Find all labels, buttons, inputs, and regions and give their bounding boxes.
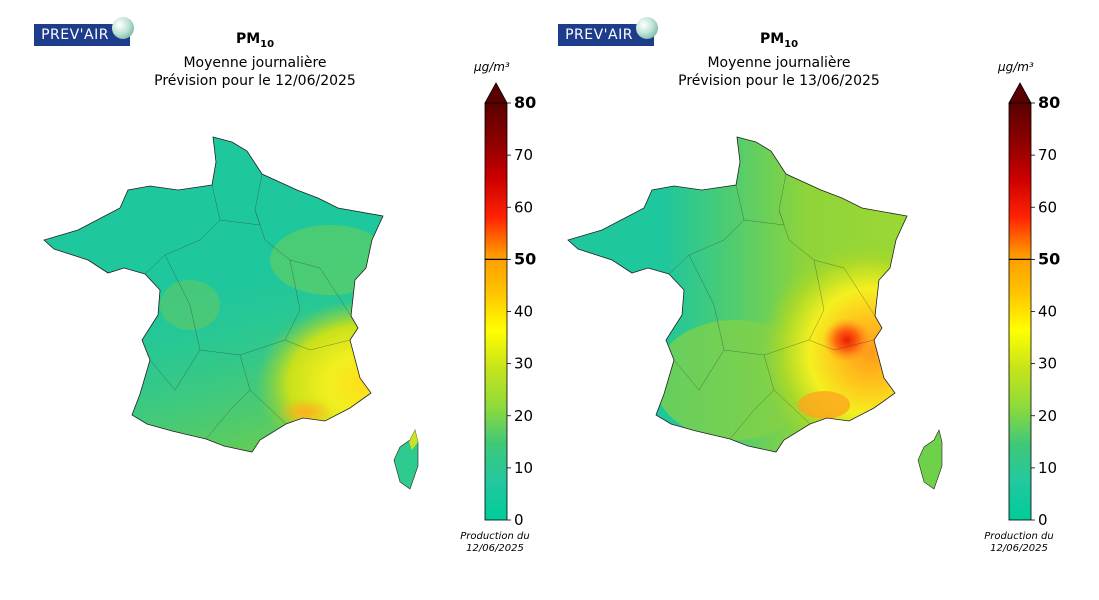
colorbar-tick-label: 60: [514, 198, 533, 216]
colorbar-svg: 0 10 20 30 40 50 60 70 80: [1008, 82, 1060, 529]
france-map-svg: [567, 136, 943, 490]
colorbar-tick-label: 40: [514, 303, 533, 321]
colorbar-tick-label: 30: [514, 355, 533, 373]
colorbar-unit: µg/m³: [998, 60, 1034, 74]
map-subtitle: Moyenne journalière: [183, 54, 327, 71]
france-map: [524, 90, 994, 520]
globe-icon: [636, 17, 658, 39]
colorbar-extend-arrow: [1008, 82, 1032, 104]
colorbar-tick-label: 40: [1038, 303, 1057, 321]
colorbar-tick-label: 80: [1038, 93, 1060, 112]
logo-text: PREV'AIR: [41, 27, 109, 43]
production-date: Production du 12/06/2025: [984, 531, 1054, 554]
colorbar-tick-label: 10: [1038, 459, 1057, 477]
corsica: [917, 429, 943, 490]
colorbar-tick-label: 70: [1038, 146, 1057, 164]
pollutant-label: PM10: [759, 31, 799, 50]
production-date: Production du 12/06/2025: [460, 531, 530, 554]
map-title: PM10 Moyenne journalière Prévision pour …: [644, 30, 914, 90]
map-panel-left: PREV'AIR PM10 Moyenne journalière Prévis…: [0, 0, 549, 600]
colorbar-tick-label: 20: [1038, 407, 1057, 425]
colorbar-svg: 0 10 20 30 40 50 60 70 80: [484, 82, 536, 529]
colorbar-left: 0 10 20 30 40 50 60 70 80: [480, 82, 550, 532]
colorbar-tick-label: 60: [1038, 198, 1057, 216]
colorbar-tick-label: 50: [514, 249, 536, 268]
map-panel-right: PREV'AIR PM10 Moyenne journalière Prévis…: [524, 0, 1073, 600]
prevair-logo: PREV'AIR: [34, 17, 134, 46]
colorbar-tick-label: 10: [514, 459, 533, 477]
forecast-date: Prévision pour le 13/06/2025: [678, 72, 880, 89]
france-map-svg: [43, 136, 419, 490]
colorbar-tick-label: 30: [1038, 355, 1057, 373]
region-borders: [668, 173, 876, 440]
logo-text: PREV'AIR: [565, 27, 633, 43]
colorbar-extend-arrow: [484, 82, 508, 104]
map-title: PM10 Moyenne journalière Prévision pour …: [120, 30, 390, 90]
colorbar-tick-label: 80: [514, 93, 536, 112]
globe-icon: [112, 17, 134, 39]
pollutant-label: PM10: [235, 31, 275, 50]
france-outline: [567, 136, 908, 453]
colorbar-right: 0 10 20 30 40 50 60 70 80: [1004, 82, 1074, 532]
region-borders: [144, 173, 352, 440]
colorbar-tick-label: 0: [1038, 511, 1048, 529]
colorbar-scale: [484, 102, 508, 521]
france-map: [0, 90, 470, 520]
colorbar-tick-label: 70: [514, 146, 533, 164]
france-outline: [43, 136, 384, 453]
colorbar-tick-label: 50: [1038, 249, 1060, 268]
map-subtitle: Moyenne journalière: [707, 54, 851, 71]
prevair-logo: PREV'AIR: [558, 17, 658, 46]
colorbar-unit: µg/m³: [474, 60, 510, 74]
colorbar-tick-label: 20: [514, 407, 533, 425]
colorbar-scale: [1008, 102, 1032, 521]
forecast-date: Prévision pour le 12/06/2025: [154, 72, 356, 89]
colorbar-tick-label: 0: [514, 511, 524, 529]
